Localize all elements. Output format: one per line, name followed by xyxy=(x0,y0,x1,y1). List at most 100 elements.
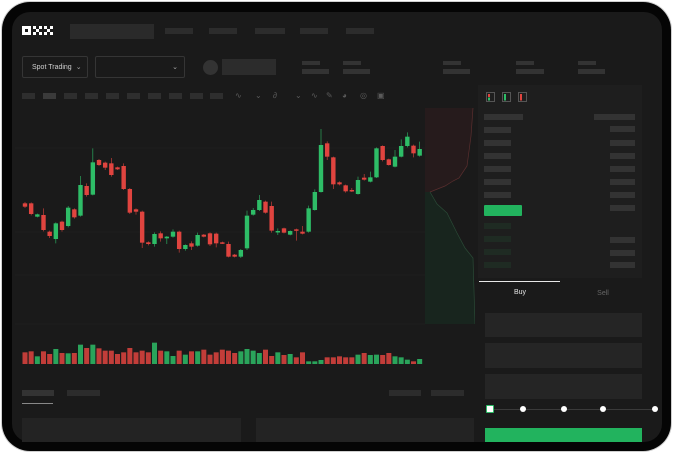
timeframe-button[interactable] xyxy=(148,93,161,99)
amount-slider-handle[interactable] xyxy=(486,405,494,413)
timeframe-button[interactable] xyxy=(64,93,77,99)
timeframe-button[interactable] xyxy=(169,93,182,99)
ask-price[interactable] xyxy=(484,192,511,198)
orderbook-sell-icon[interactable] xyxy=(518,92,527,102)
tab-open-orders[interactable] xyxy=(22,390,54,396)
volume-bar xyxy=(281,355,287,364)
ask-price[interactable] xyxy=(484,140,511,146)
filter-button[interactable] xyxy=(431,390,464,396)
orderbook-both-icon[interactable] xyxy=(486,92,495,102)
camera-icon[interactable]: ◕ xyxy=(342,91,347,100)
volume-bar xyxy=(195,351,201,364)
ask-price[interactable] xyxy=(484,153,511,159)
volume-bar xyxy=(318,360,324,364)
slider-step-75[interactable] xyxy=(600,406,606,412)
chevron-down-icon[interactable]: ⌄ xyxy=(255,91,262,100)
bid-price[interactable] xyxy=(484,236,511,242)
timeframe-button[interactable] xyxy=(127,93,140,99)
bid-amount xyxy=(610,250,635,256)
candle-body xyxy=(189,243,194,247)
nav-item[interactable] xyxy=(165,28,193,34)
depth-bids-line xyxy=(429,191,475,324)
candle-body xyxy=(41,215,46,230)
tab-sell[interactable]: Sell xyxy=(597,290,609,297)
tab-order-history[interactable] xyxy=(67,390,100,396)
volume-bar xyxy=(78,344,83,364)
candle-body xyxy=(312,192,318,210)
timeframe-button[interactable] xyxy=(190,93,203,99)
orderbook-header-price xyxy=(484,114,523,120)
volume-bar xyxy=(158,350,164,364)
tab-buy[interactable]: Buy xyxy=(513,289,527,296)
filter-button[interactable] xyxy=(389,390,421,396)
candle-body xyxy=(213,233,219,244)
ask-price[interactable] xyxy=(484,179,511,185)
volume-bar xyxy=(306,361,312,364)
candle-body xyxy=(294,229,299,231)
buy-submit-button[interactable] xyxy=(485,428,642,442)
amount-input[interactable] xyxy=(485,343,642,368)
pair-name xyxy=(222,59,276,75)
candle-body xyxy=(176,231,182,249)
orders-panel xyxy=(22,418,241,442)
ask-price[interactable] xyxy=(484,127,511,133)
spot-trading-dropdown[interactable]: Spot Trading ⌄ xyxy=(22,56,88,78)
slider-step-50[interactable] xyxy=(561,406,567,412)
volume-bar xyxy=(343,357,349,364)
assets-panel xyxy=(256,418,474,442)
volume-bar xyxy=(22,352,28,364)
candle-body xyxy=(164,236,170,239)
coin-icon xyxy=(203,60,218,75)
okx-logo[interactable] xyxy=(22,24,54,36)
candle-body xyxy=(232,254,237,257)
nav-item[interactable] xyxy=(300,28,328,34)
timeframe-button[interactable] xyxy=(210,93,223,99)
volume-bar xyxy=(170,356,176,364)
draw-icon[interactable]: ✎ xyxy=(326,91,333,100)
price-input[interactable] xyxy=(485,313,642,337)
candle-body xyxy=(263,201,268,213)
volume-bar xyxy=(287,354,293,364)
nav-item[interactable] xyxy=(209,28,237,34)
nav-item[interactable] xyxy=(346,28,374,34)
candle-body xyxy=(53,223,59,239)
volume-bar xyxy=(355,354,361,364)
candlestick-chart[interactable] xyxy=(0,0,480,380)
amount-slider-track[interactable] xyxy=(490,409,655,410)
candle-body xyxy=(318,145,324,192)
orderbook-buy-icon[interactable] xyxy=(502,92,511,102)
slider-step-100[interactable] xyxy=(652,406,658,412)
timeframe-button[interactable] xyxy=(43,93,56,99)
candle-body xyxy=(109,163,114,175)
bid-amount xyxy=(610,237,635,243)
stat-value xyxy=(302,69,329,74)
candle-body xyxy=(405,136,410,146)
volume-bar xyxy=(189,351,194,364)
ask-price[interactable] xyxy=(484,166,511,172)
settings-icon[interactable]: ◎ xyxy=(360,91,367,100)
timeframe-button[interactable] xyxy=(85,93,98,99)
volume-bar xyxy=(219,349,225,364)
line-tool-icon[interactable]: ∿ xyxy=(311,91,318,100)
timeframe-button[interactable] xyxy=(22,93,35,99)
total-input[interactable] xyxy=(485,374,642,399)
search-bar[interactable] xyxy=(70,24,154,39)
indicators-icon[interactable]: ∂ xyxy=(273,91,277,100)
bid-price[interactable] xyxy=(484,223,511,229)
pair-dropdown[interactable]: ⌄ xyxy=(95,56,185,78)
nav-item[interactable] xyxy=(255,28,285,34)
stat-value xyxy=(578,69,605,74)
bid-price[interactable] xyxy=(484,262,511,268)
candle-body xyxy=(170,231,176,237)
volume-bar xyxy=(152,342,157,364)
bid-amount xyxy=(610,262,635,268)
chevron-down-icon[interactable]: ⌄ xyxy=(295,91,302,100)
timeframe-button[interactable] xyxy=(106,93,119,99)
chart-type-icon[interactable]: ∿ xyxy=(235,91,242,100)
volume-bar xyxy=(392,356,398,364)
candle-body xyxy=(349,190,355,192)
bid-price[interactable] xyxy=(484,249,511,255)
fullscreen-icon[interactable]: ▣ xyxy=(377,91,385,100)
stat-label xyxy=(578,61,596,65)
slider-step-25[interactable] xyxy=(520,406,526,412)
